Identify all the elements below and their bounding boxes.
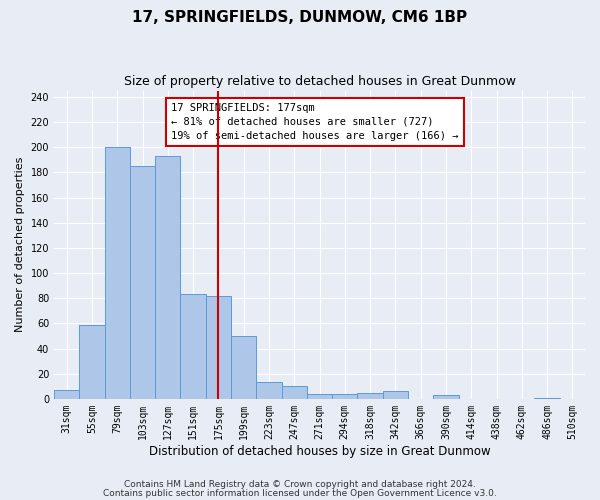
Y-axis label: Number of detached properties: Number of detached properties xyxy=(15,157,25,332)
Bar xyxy=(130,166,155,399)
Bar xyxy=(535,398,560,399)
Bar xyxy=(433,395,458,399)
Bar xyxy=(181,294,206,399)
Bar xyxy=(231,336,256,399)
Bar xyxy=(383,392,408,399)
Bar xyxy=(155,156,181,399)
Title: Size of property relative to detached houses in Great Dunmow: Size of property relative to detached ho… xyxy=(124,75,515,88)
Bar xyxy=(256,382,281,399)
Text: Contains public sector information licensed under the Open Government Licence v3: Contains public sector information licen… xyxy=(103,490,497,498)
Bar xyxy=(206,296,231,399)
Bar xyxy=(358,392,383,399)
Text: 17, SPRINGFIELDS, DUNMOW, CM6 1BP: 17, SPRINGFIELDS, DUNMOW, CM6 1BP xyxy=(133,10,467,25)
Bar xyxy=(281,386,307,399)
Bar xyxy=(79,324,104,399)
X-axis label: Distribution of detached houses by size in Great Dunmow: Distribution of detached houses by size … xyxy=(149,444,490,458)
Text: Contains HM Land Registry data © Crown copyright and database right 2024.: Contains HM Land Registry data © Crown c… xyxy=(124,480,476,489)
Bar xyxy=(104,147,130,399)
Bar xyxy=(307,394,332,399)
Bar xyxy=(332,394,358,399)
Bar xyxy=(54,390,79,399)
Text: 17 SPRINGFIELDS: 177sqm
← 81% of detached houses are smaller (727)
19% of semi-d: 17 SPRINGFIELDS: 177sqm ← 81% of detache… xyxy=(171,103,458,141)
